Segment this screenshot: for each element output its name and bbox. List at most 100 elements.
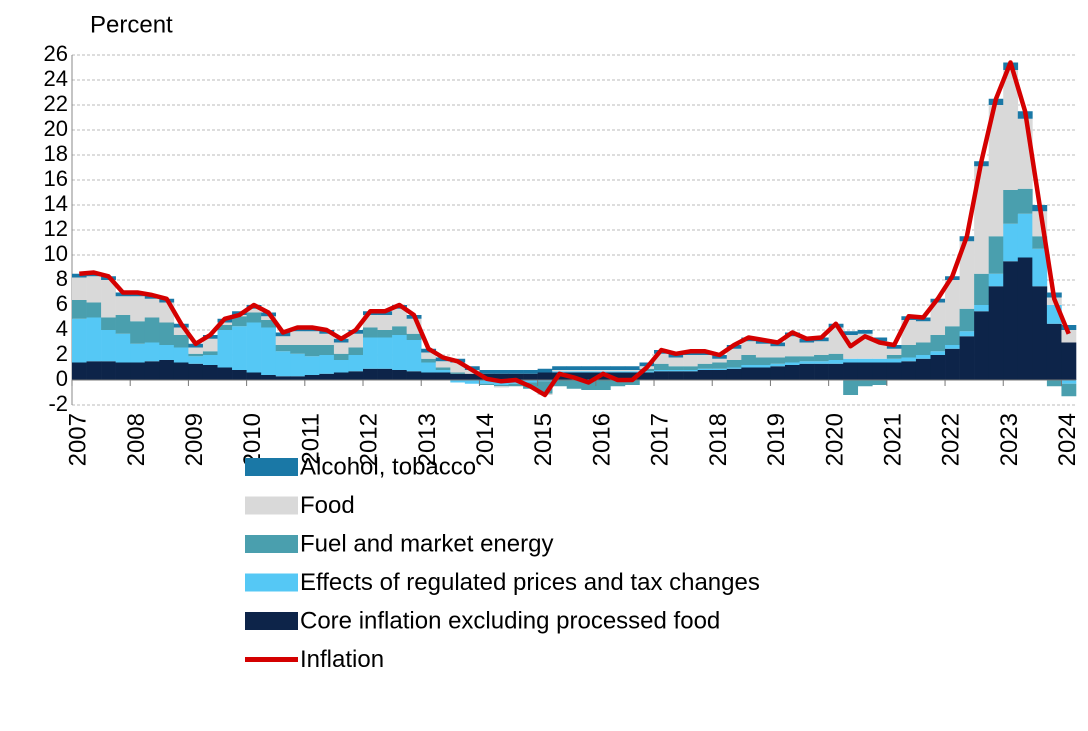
bar-segment [479,383,495,385]
x-tick-label: 2012 [356,413,383,466]
bar-segment [319,373,335,380]
bar-segment [333,360,349,373]
bar-segment [173,335,189,348]
bar-segment [974,166,989,274]
bar-segment [319,345,335,355]
bar-segment [261,316,277,320]
x-tick-label: 2007 [65,413,92,466]
bar-segment [232,326,247,370]
bar-segment [857,358,873,363]
bar-segment [333,372,349,380]
bar-segment [755,343,771,358]
bar-segment [101,280,116,318]
bar-segment [624,380,640,385]
bar-segment [945,348,960,380]
bar-segment [945,345,960,349]
bar-segment [901,361,917,380]
bar-segment [726,367,742,369]
bar-segment [857,330,873,334]
bar-segment [537,372,553,380]
bar-segment [872,337,888,342]
bar-segment [770,357,786,364]
bar-segment [304,356,320,375]
bar-segment [668,370,684,372]
bar-segment [232,316,247,327]
bar-segment [115,362,131,380]
bar-segment [188,363,204,380]
bar-segment [173,347,189,363]
bar-segment [435,370,451,373]
bar-segment [202,355,218,365]
bar-segment [333,342,349,354]
bar-segment [755,365,771,368]
y-tick-label: 18 [44,141,68,166]
bar-segment [377,337,393,369]
bar-segment [304,345,320,357]
bar-segment [202,351,218,355]
bar-segment [552,366,568,370]
bar-segment [173,327,189,335]
bar-segment [857,380,873,387]
bar-segment [697,355,713,364]
bar-segment [1003,70,1019,190]
bar-segment [290,353,306,377]
bar-segment [1032,286,1048,380]
bar-segment [1003,223,1019,262]
bar-segment [581,380,597,390]
bar-segment [610,372,626,380]
bar-segment [741,355,757,365]
bar-segment [304,331,320,345]
x-tick-label: 2013 [414,413,441,466]
bar-segment [159,360,175,380]
bar-segment [683,370,698,372]
bar-segment [493,385,509,387]
bar-segment [755,357,771,365]
bar-segment [202,365,218,380]
bar-segment [217,367,233,380]
bar-segment [683,366,698,370]
legend-label: Core inflation excluding processed food [300,607,720,634]
legend-swatch [245,458,298,476]
bar-segment [275,336,291,345]
bar-segment [493,386,509,388]
bar-segment [377,330,393,338]
bar-segment [159,322,175,345]
bar-segment [435,361,451,368]
bar-segment [566,371,582,373]
bar-segment [72,362,87,380]
bar-segment [741,365,757,368]
bar-segment [275,351,291,377]
bar-segment [348,355,364,372]
bar-segment [712,370,728,380]
bar-segment [392,308,407,327]
bar-segment [915,358,931,380]
legend-swatch [245,496,298,515]
legend-label: Fuel and market energy [300,530,553,557]
bar-segment [450,373,466,380]
bar-segment [319,355,335,374]
bar-segment [450,362,466,373]
bar-segment [799,361,815,364]
bar-segment [828,327,844,354]
bar-segment [406,333,422,340]
bar-segment [217,325,233,330]
bar-segment [828,353,844,360]
bar-segment [552,370,568,372]
bar-segment [566,370,582,372]
bar-segment [1017,213,1033,258]
bar-segment [1046,380,1062,387]
bar-segment [86,361,102,380]
bar-segment [930,351,946,355]
bar-segment [930,355,946,380]
bar-segment [988,273,1004,287]
bar-segment [450,372,466,374]
bar-segment [624,370,640,372]
bar-segment [872,362,888,380]
bar-segment [246,372,262,380]
bar-segment [363,337,378,369]
x-tick-label: 2011 [297,413,324,465]
bar-segment [770,346,786,358]
bar-segment [930,335,946,352]
y-tick-label: 2 [56,341,68,366]
bar-segment [581,370,597,372]
